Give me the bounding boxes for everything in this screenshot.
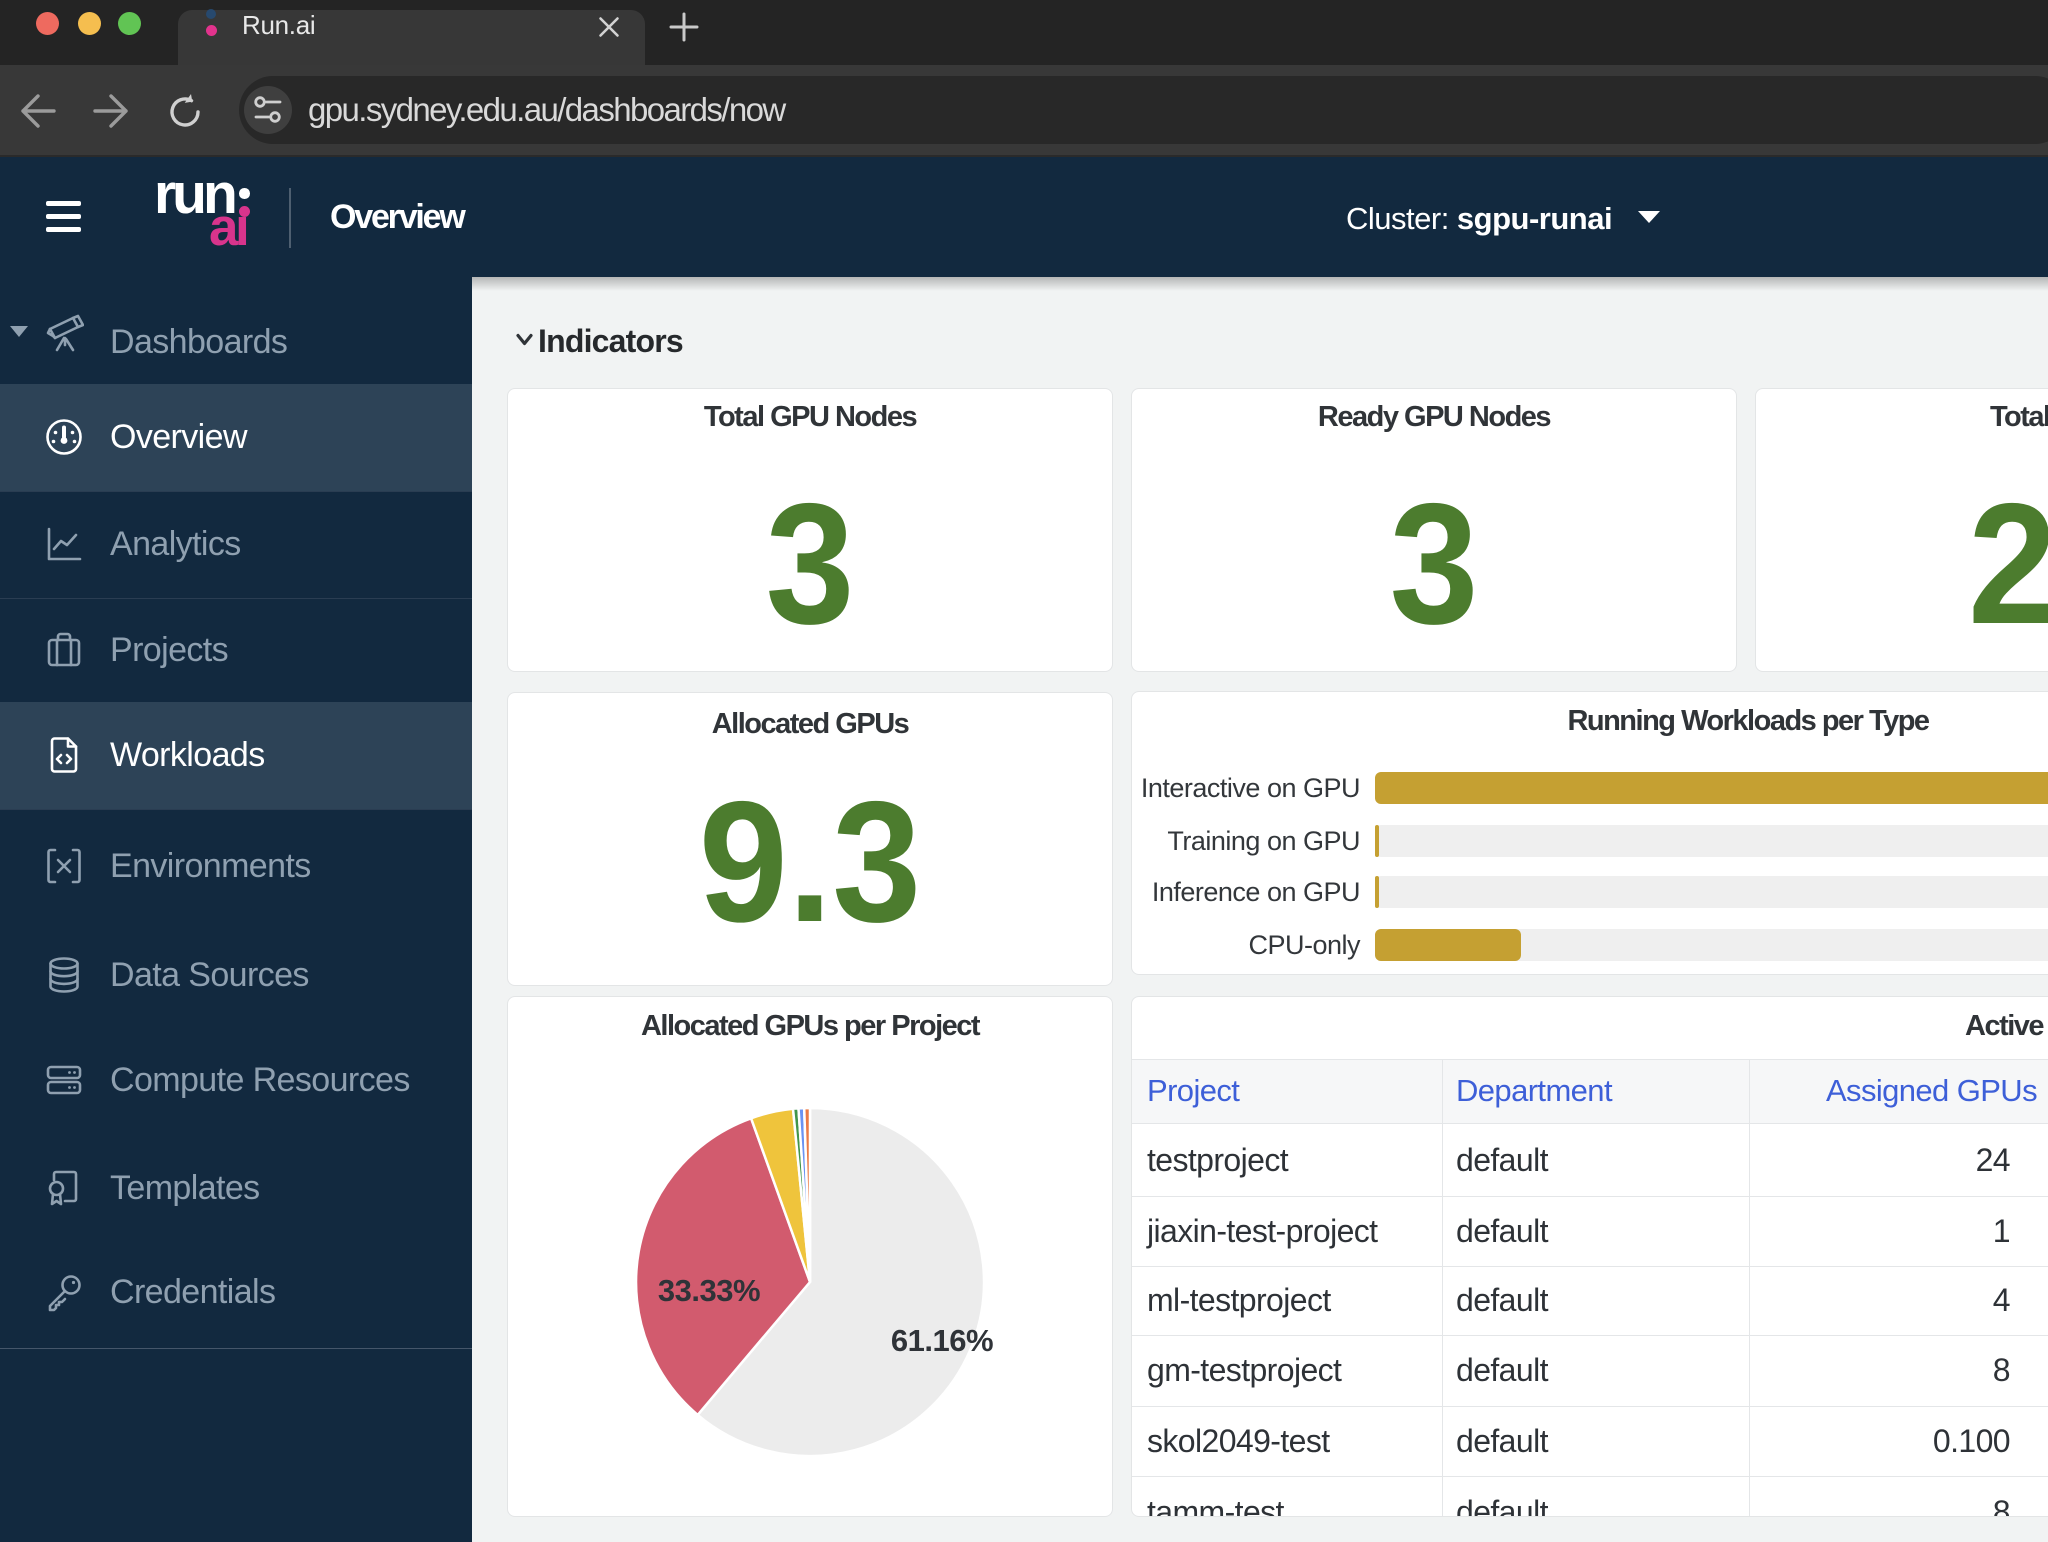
svg-text:61.16%: 61.16%	[891, 1323, 993, 1358]
svg-text:33.33%: 33.33%	[658, 1273, 760, 1308]
